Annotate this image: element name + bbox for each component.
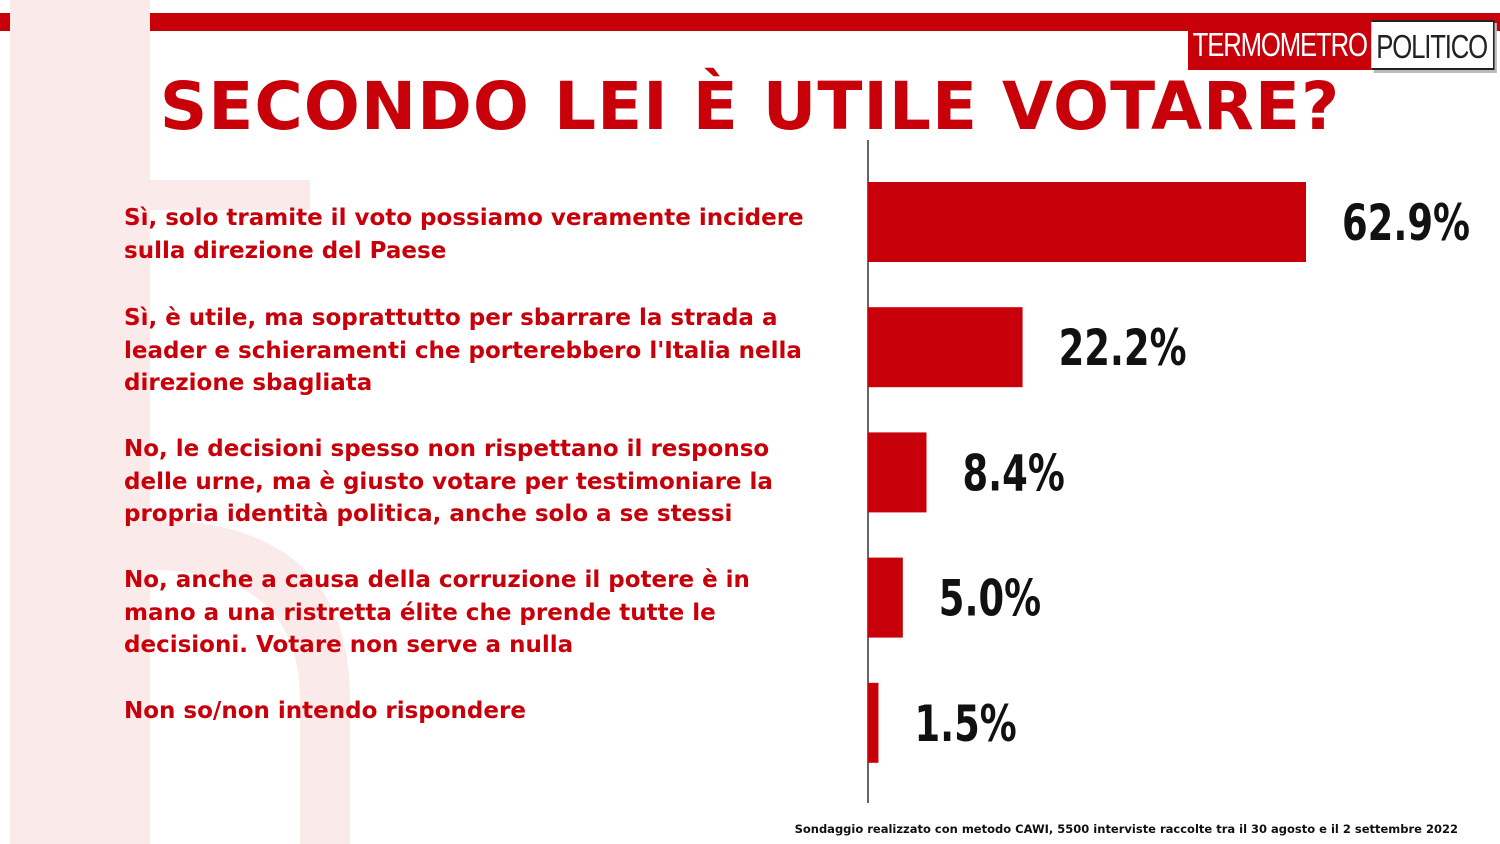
bar-1 xyxy=(868,182,1306,262)
category-label-4: No, anche a causa della corruzione il po… xyxy=(124,567,750,658)
value-label-2: 22.2% xyxy=(1059,319,1187,377)
value-label-3: 8.4% xyxy=(962,444,1064,502)
category-label-2: Sì, è utile, ma soprattutto per sbarrare… xyxy=(124,305,802,396)
value-label-4: 5.0% xyxy=(939,570,1041,628)
value-label-1: 62.9% xyxy=(1342,194,1470,252)
chart-title: SECONDO LEI È UTILE VOTARE? xyxy=(159,68,1341,145)
top-red-bar xyxy=(0,13,1500,31)
category-label-3: No, le decisioni spesso non rispettano i… xyxy=(124,436,773,527)
bar-2 xyxy=(868,307,1023,388)
value-label-5: 1.5% xyxy=(914,695,1016,753)
survey-footnote: Sondaggio realizzato con metodo CAWI, 55… xyxy=(794,822,1458,836)
category-label-1: Sì, solo tramite il voto possiamo verame… xyxy=(124,205,804,264)
background-watermark xyxy=(10,0,350,844)
logo-text-right: POLITICO xyxy=(1371,20,1495,70)
bar-3 xyxy=(868,432,927,513)
logo-text-left: TERMOMETRO xyxy=(1188,20,1372,70)
bar-5 xyxy=(868,682,879,763)
bar-4 xyxy=(868,557,903,638)
termometro-politico-logo: TERMOMETRO POLITICO xyxy=(1188,20,1495,70)
category-label-5: Non so/non intendo rispondere xyxy=(124,698,526,724)
